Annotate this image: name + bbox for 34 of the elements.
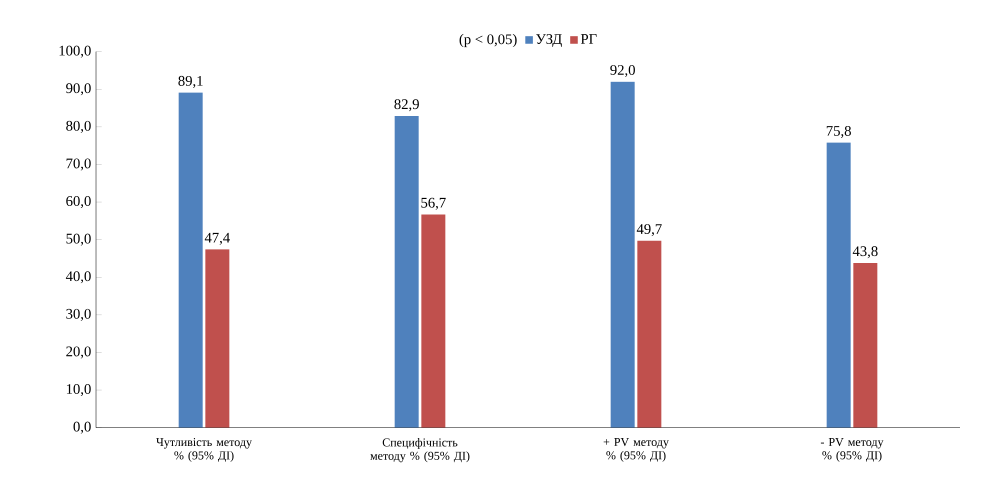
data-label: 89,1 [178,76,203,88]
y-tick-label: 90,0 [66,83,91,96]
x-tick-label: + PV методу % (95% ДІ) [604,438,669,462]
x-tick-label: Специфічність методу % (95% ДІ) [370,438,470,462]
bar [637,240,662,428]
data-label: 75,8 [826,126,851,138]
bar [853,262,878,428]
y-tick-label: 100,0 [60,46,91,58]
bar [205,249,230,428]
data-label: 82,9 [394,99,419,112]
data-label: 47,4 [204,232,230,245]
bar [421,214,446,428]
data-label: 92,0 [610,65,635,78]
bar [178,92,203,428]
y-tick-label: 60,0 [66,196,91,208]
x-tick-label: Чутливість методу % (95% ДІ) [156,438,252,462]
data-label: 43,8 [852,246,878,258]
bar [394,116,419,428]
y-tick-label: 30,0 [66,308,91,321]
y-tick-label: 50,0 [66,234,91,246]
bar [610,82,635,428]
legend-label: РГ [580,34,597,44]
data-label: 56,7 [421,198,446,210]
y-tick-label: 80,0 [66,120,91,133]
y-tick-label: 10,0 [66,384,91,396]
y-tick-label: 70,0 [66,158,91,170]
y-tick-label: 0,0 [74,422,91,434]
legend-title: (p < 0,05) [460,34,517,48]
bar [826,142,851,428]
x-tick-label: - PV методу % (95% ДІ) [820,438,884,462]
y-tick-label: 20,0 [66,346,91,358]
data-label: 49,7 [636,224,662,236]
legend-label: УЗД [536,34,562,47]
y-tick-label: 40,0 [66,271,91,284]
